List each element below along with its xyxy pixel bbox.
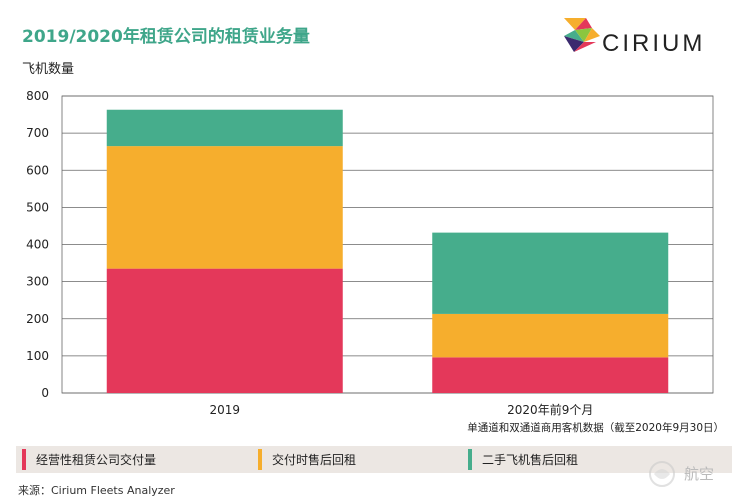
bar-segment-3 [106,109,343,147]
y-tick-label: 600 [26,163,49,177]
bar-segment-2 [106,146,343,269]
y-tick-label: 400 [26,238,49,252]
legend-label: 交付时售后回租 [272,453,357,467]
legend-swatch [22,449,26,470]
watermark-logo-icon [649,461,675,487]
legend-label: 经营性租赁公司交付量 [36,453,157,467]
y-tick-label: 700 [26,126,49,140]
bar-segment-2 [432,313,669,358]
source-note: 来源：Cirium Fleets Analyzer [18,484,175,497]
legend-item-used-sale-leaseback: 二手飞机售后回租 [468,446,578,473]
y-tick-label: 200 [26,312,49,326]
legend-item-leasing-deliveries: 经营性租赁公司交付量 [22,446,156,473]
y-tick-label: 300 [26,275,49,289]
stacked-bar-chart: 0 100 200 300 400 500 600 700 800 2019 2020年前9个月 飞… [22,62,724,434]
chart-note: 单通道和双通道商用客机数据（截至2020年9月30日） [467,421,724,434]
bar-segment-1 [432,357,669,393]
brand-name: CIRIUM [602,30,706,57]
x-tick-label: 2020年前9个月 [507,402,593,417]
x-tick-label: 2019 [209,403,240,417]
y-axis-label: 飞机数量 [22,62,74,77]
cirium-logo-icon [564,18,600,52]
y-tick-label: 800 [26,89,49,103]
bar-segment-3 [432,232,669,314]
y-tick-label: 0 [41,386,49,400]
legend-item-sale-leaseback-delivery: 交付时售后回租 [258,446,356,473]
legend-swatch [468,449,472,470]
bar-segment-1 [106,268,343,393]
watermark-text: 航空 [684,465,715,483]
legend-swatch [258,449,262,470]
legend: 经营性租赁公司交付量 交付时售后回租 二手飞机售后回租 [16,446,732,473]
chart-title: 2019/2020年租赁公司的租赁业务量 [22,27,310,47]
y-tick-label: 500 [26,200,49,214]
y-tick-label: 100 [26,349,49,363]
legend-label: 二手飞机售后回租 [482,453,579,467]
